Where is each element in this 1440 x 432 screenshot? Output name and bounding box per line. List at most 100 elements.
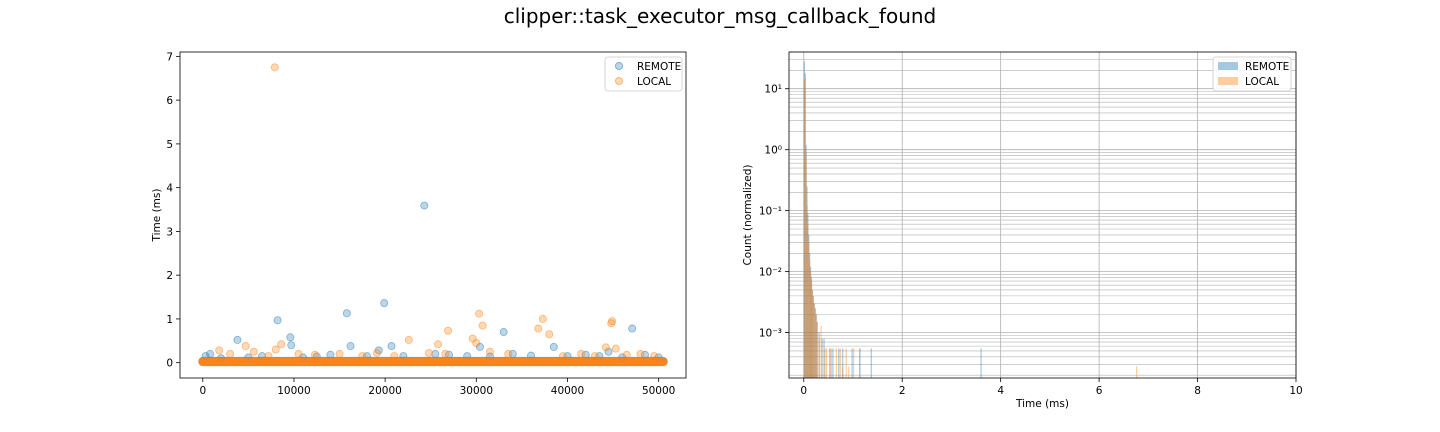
scatter-point-local: [444, 326, 453, 335]
scatter-point-local: [472, 338, 481, 347]
scatter-point-local: [538, 314, 547, 323]
histogram-legend-label-remote: REMOTE: [1245, 61, 1289, 73]
histogram-bar-remote: [803, 61, 805, 378]
histogram-bar-remote: [804, 73, 806, 378]
histogram-x-tick-label: 10: [1289, 385, 1302, 397]
histogram-bar-remote: [807, 213, 809, 378]
histogram-bar-local: [809, 271, 812, 378]
scatter-point-local: [424, 349, 433, 358]
histogram-bar-remote: [832, 348, 834, 378]
histogram-bar-remote: [814, 308, 816, 378]
histogram-plot-area: [789, 51, 1297, 378]
scatter-point-remote: [420, 201, 429, 210]
histogram-bar-remote: [806, 186, 808, 378]
scatter-point-local: [441, 349, 450, 358]
histogram-bar-remote: [813, 303, 815, 378]
scatter-x-tick-label: 30000: [460, 385, 493, 397]
histogram-bar-local: [820, 325, 822, 378]
histogram-y-tick-label: 10⁻²: [759, 267, 782, 279]
scatter-point-local: [475, 309, 484, 318]
scatter-point-local: [277, 340, 286, 349]
scatter-point-local: [249, 347, 258, 356]
scatter-point-local: [294, 349, 303, 358]
histogram-x-tick-label: 6: [1096, 385, 1103, 397]
scatter-y-tick-label: 4: [166, 183, 173, 195]
scatter-point-local: [226, 349, 235, 358]
scatter-point-local: [215, 346, 224, 355]
scatter-y-tick-label: 3: [166, 226, 173, 238]
histogram-bar-local: [825, 348, 828, 378]
scatter-point-remote: [346, 342, 355, 351]
scatter-point-remote: [499, 328, 508, 337]
scatter-legend-label-local: LOCAL: [637, 76, 671, 88]
scatter-point-remote: [286, 333, 295, 342]
histogram-y-axis-label: Count (normalized): [742, 164, 754, 265]
histogram-bar-local: [803, 79, 805, 378]
histogram-bar-local: [835, 348, 837, 378]
histogram-bar-local: [815, 314, 817, 378]
scatter-point-local: [601, 343, 610, 352]
histogram-x-tick-label: 4: [997, 385, 1004, 397]
histogram-x-tick-label: 2: [899, 385, 906, 397]
histogram-bar-local: [809, 260, 811, 378]
scatter-point-local: [310, 350, 319, 359]
histogram-y-tick-label: 10⁻³: [759, 328, 782, 340]
histogram-bar-local: [818, 338, 820, 378]
scatter-y-tick-label: 1: [166, 314, 173, 326]
histogram-bar-local: [813, 303, 815, 378]
histogram-bar-local: [816, 321, 818, 378]
histogram-bar-local: [1136, 366, 1138, 378]
scatter-y-tick-label: 0: [166, 358, 173, 370]
scatter-point-local: [241, 342, 250, 351]
scatter-y-tick-label: 6: [166, 95, 173, 107]
scatter-legend-label-remote: REMOTE: [637, 61, 681, 73]
scatter-x-tick-label: 10000: [277, 385, 310, 397]
histogram-x-tick-label: 0: [800, 385, 807, 397]
histogram-bar-local: [811, 289, 813, 378]
histogram-bar-remote: [805, 144, 807, 378]
histogram-bar-remote: [829, 348, 831, 378]
scatter-point-local: [608, 317, 617, 326]
histogram-bar-remote: [821, 338, 823, 378]
scatter-legend-marker-local: [614, 76, 624, 86]
histogram-bar-local: [858, 348, 861, 378]
scatter-point-local: [622, 350, 631, 359]
histogram-bar-local: [829, 348, 831, 378]
histogram-bar-local: [814, 308, 816, 378]
scatter-baseline-band-local: [198, 357, 668, 367]
histogram-legend-swatch-local: [1218, 77, 1238, 85]
histogram-bar-remote: [870, 348, 872, 378]
figure-title: clipper::task_executor_msg_callback_foun…: [503, 4, 937, 28]
scatter-point-remote: [342, 309, 351, 318]
histogram-bar-remote: [842, 348, 844, 378]
scatter-point-remote: [387, 342, 396, 351]
histogram-y-tick-label: 10⁻¹: [759, 206, 782, 218]
scatter-point-local: [534, 324, 543, 333]
scatter-y-tick-label: 2: [166, 270, 173, 282]
histogram-bar-remote: [818, 332, 820, 378]
scatter-y-axis-label: Time (ms): [151, 189, 163, 243]
histogram-bar-remote: [811, 289, 813, 378]
histogram-bar-local: [805, 155, 807, 378]
scatter-point-local: [264, 352, 273, 361]
histogram-bar-local: [804, 77, 806, 378]
scatter-point-remote: [380, 299, 389, 308]
scatter-point-local: [611, 344, 620, 353]
scatter-points: [198, 63, 668, 367]
histogram-bar-remote: [823, 338, 825, 378]
scatter-point-remote: [549, 342, 558, 351]
histogram-bar-local: [839, 348, 841, 378]
scatter-point-local: [636, 349, 645, 358]
scatter-point-local: [545, 330, 554, 339]
histogram-bar-local: [812, 295, 814, 378]
scatter-point-local: [404, 335, 413, 344]
scatter-point-local: [434, 340, 443, 349]
histogram-bar-remote: [815, 314, 817, 378]
scatter-point-local: [650, 352, 659, 361]
scatter-point-local: [390, 352, 399, 361]
scatter-y-tick-label: 5: [166, 139, 173, 151]
scatter-point-remote: [233, 335, 242, 344]
scatter-y-tick-label: 7: [166, 51, 173, 63]
histogram-bar-local: [848, 366, 850, 378]
histogram-bar-local: [808, 242, 810, 378]
